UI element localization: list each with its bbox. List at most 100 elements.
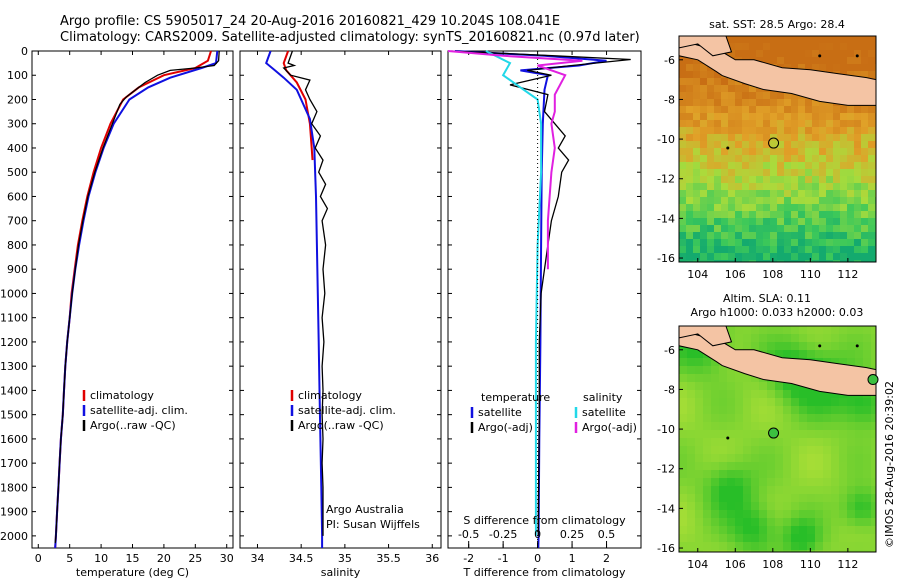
annotation: PI: Susan Wijffels [326,518,420,531]
sst-label: sat. SST: 28.5 Argo: 28.4 [709,18,845,31]
x-tick-label: 35.5 [376,552,401,565]
y-tick-label: 1500 [0,409,28,422]
panel-temperature [31,50,234,549]
x-tick-label: 0 [534,552,541,565]
x-tick-label: 30 [220,552,234,565]
x-axis-label: T difference from climatology [463,566,626,579]
legend-label: satellite [478,406,522,419]
map-x-tick-label: 112 [837,558,858,571]
x-tick-label: 20 [157,552,171,565]
map-x-tick-label: 108 [762,558,783,571]
sst-map [678,35,877,263]
island [855,344,859,348]
y-tick-label: 700 [7,215,28,228]
legend-label: satellite-adj. clim. [90,404,188,417]
y-tick-label: 800 [7,239,28,252]
y-tick-label: 600 [7,190,28,203]
sla-label-2: Argo h1000: 0.033 h2000: 0.03 [691,306,864,319]
map-x-tick-label: 110 [800,558,821,571]
y-tick-label: 1600 [0,433,28,446]
map-y-tick-label: -8 [664,93,675,106]
x-tick-label: -1 [498,552,509,565]
x-tick-label: 0 [35,552,42,565]
x-tick-label: 15 [126,552,140,565]
series-satellite-adj-clim- [265,50,324,548]
map-x-tick-label: 104 [687,558,708,571]
map-y-tick-label: -6 [664,54,675,67]
land-java [678,39,877,106]
imos-credit: ©IMOS 28-Aug-2016 20:39:02 [883,381,896,548]
y-tick-label: 100 [7,69,28,82]
map-frame [678,35,877,263]
map-frame [678,325,877,553]
x-tick-label: 1 [569,552,576,565]
map-y-tick-label: -12 [657,463,675,476]
island [726,146,730,150]
map-y-tick-label: -16 [657,252,675,265]
s-axis-label: S difference from climatology [463,514,626,527]
x-tick-label: 5 [66,552,73,565]
legend-label: Argo(-adj) [478,421,533,434]
map-x-tick-label: 104 [687,268,708,281]
y-tick-label: 1200 [0,336,28,349]
x-tick-label: 10 [94,552,108,565]
x-tick-label: -2 [463,552,474,565]
legend-label: climatology [90,389,154,402]
s-tick-label: -0.25 [489,528,517,541]
series-salinity-satellite [485,50,543,536]
map-y-tick-label: -14 [657,212,675,225]
legend-label: Argo(..raw -QC) [298,419,384,432]
series-salinity-argo-adj- [447,50,583,270]
map-y-tick-label: -10 [657,423,675,436]
map-y-tick-label: -16 [657,542,675,555]
title-line-2: Climatology: CARS2009. Satellite-adjuste… [60,30,640,45]
map-y-tick-label: -12 [657,173,675,186]
island [818,344,822,348]
legend-label: satellite-adj. clim. [298,404,396,417]
map-y-tick-label: -6 [664,344,675,357]
s-tick-label: -0.5 [458,528,479,541]
y-tick-label: 1900 [0,506,28,519]
series-climatology [282,50,314,161]
map-x-tick-label: 110 [800,268,821,281]
series-temperature-argo-adj- [451,50,631,536]
argo-marker-sst [768,137,780,149]
panel-salinity [239,50,442,549]
map-y-tick-label: -8 [664,383,675,396]
y-tick-label: 1300 [0,360,28,373]
map-x-tick-label: 108 [762,268,783,281]
series-argo-raw-qc- [54,50,220,544]
map-y-tick-label: -14 [657,502,675,515]
y-tick-label: 1100 [0,312,28,325]
x-tick-label: 35 [338,552,352,565]
legend-label: Argo(..raw -QC) [90,419,176,432]
x-tick-label: 34 [250,552,264,565]
island [726,436,730,440]
island [855,54,859,58]
s-tick-label: 0.5 [598,528,616,541]
y-tick-label: 1700 [0,457,28,470]
x-tick-label: 34.5 [289,552,314,565]
s-tick-label: 0.25 [560,528,585,541]
y-tick-label: 1000 [0,287,28,300]
legend-label: salinity [583,391,623,404]
map-x-tick-label: 106 [725,268,746,281]
legend-label: climatology [298,389,362,402]
x-axis-label: temperature (deg C) [76,566,189,579]
x-axis-label: salinity [321,566,361,579]
island [818,54,822,58]
y-tick-label: 900 [7,263,28,276]
legend-label: Argo(-adj) [582,421,637,434]
title-line-1: Argo profile: CS 5905017_24 20-Aug-2016 … [60,14,561,29]
y-tick-label: 1400 [0,384,28,397]
map-y-tick-label: -10 [657,133,675,146]
x-tick-label: 36 [425,552,439,565]
y-tick-label: 500 [7,166,28,179]
y-tick-label: 400 [7,142,28,155]
y-tick-label: 0 [21,45,28,58]
x-tick-label: 2 [603,552,610,565]
s-tick-label: 0 [534,528,541,541]
map-x-tick-label: 106 [725,558,746,571]
legend-label: temperature [481,391,550,404]
